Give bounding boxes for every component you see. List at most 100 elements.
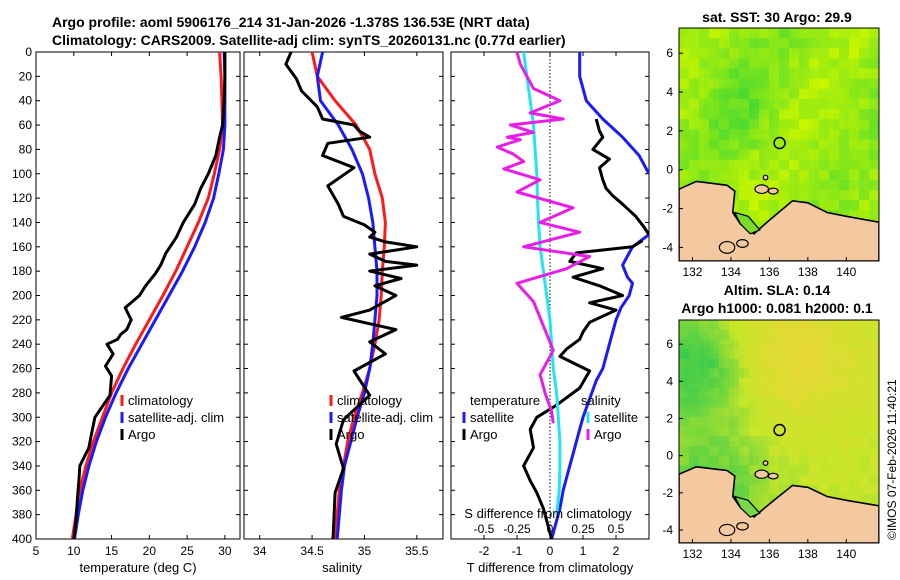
- map-cell: [839, 421, 845, 428]
- map-cell: [874, 397, 879, 404]
- map-cell: [749, 368, 755, 374]
- map-cell: [829, 416, 835, 423]
- map-cell: [824, 479, 830, 486]
- map-cell: [689, 441, 695, 447]
- map-cell: [844, 210, 850, 217]
- map-cell: [709, 363, 715, 370]
- map-cell: [864, 475, 870, 481]
- map-cell: [819, 416, 825, 423]
- map-cell: [729, 324, 735, 331]
- map-cell: [679, 48, 685, 54]
- map-cell: [749, 159, 755, 166]
- map-cell: [789, 349, 795, 355]
- map-cell: [854, 28, 860, 34]
- map-cell: [844, 134, 850, 141]
- imos-credit: ©IMOS 07-Feb-2026 11:40:21: [885, 379, 899, 540]
- map-cell: [794, 129, 800, 135]
- map-cell: [829, 426, 835, 433]
- map-cell: [794, 144, 800, 151]
- map-cell: [679, 344, 685, 350]
- map-cell: [724, 421, 730, 428]
- map-cell: [854, 93, 860, 100]
- map-cell: [824, 329, 830, 336]
- map-cell: [734, 392, 740, 399]
- map-cell: [784, 63, 790, 70]
- map-cell: [684, 450, 690, 457]
- map-cell: [779, 349, 785, 355]
- map-cell: [854, 324, 860, 331]
- map-cell: [734, 185, 740, 191]
- map-cell: [809, 324, 815, 331]
- map-cell: [754, 421, 760, 428]
- map-cell: [839, 149, 845, 156]
- map-cell: [709, 412, 715, 418]
- map-cell: [754, 98, 760, 105]
- map-cell: [869, 334, 875, 340]
- map-cell: [824, 436, 830, 442]
- map-cell: [679, 460, 685, 467]
- x-tick-label: 132: [682, 265, 702, 279]
- map-cell: [759, 169, 765, 176]
- map-cell: [784, 68, 790, 75]
- map-cell: [854, 344, 860, 350]
- map-cell: [704, 431, 710, 437]
- map-cell: [809, 43, 815, 49]
- map-cell: [874, 149, 879, 156]
- map-cell: [839, 124, 845, 130]
- map-cell: [704, 441, 710, 447]
- map-cell: [759, 489, 765, 496]
- map-cell: [834, 455, 840, 462]
- map-cell: [839, 407, 845, 413]
- map-cell: [759, 349, 765, 355]
- map-cell: [869, 195, 875, 201]
- map-cell: [809, 450, 815, 457]
- map-cell: [759, 329, 765, 336]
- map-cell: [829, 169, 835, 176]
- map-cell: [764, 353, 770, 360]
- map-cell: [704, 154, 710, 161]
- map-cell: [694, 103, 700, 110]
- map-cell: [804, 185, 810, 191]
- map-cell: [769, 407, 775, 413]
- map-cell: [694, 109, 700, 115]
- map-cell: [814, 114, 820, 120]
- map-cell: [754, 124, 760, 130]
- map-cell: [824, 149, 830, 156]
- map-cell: [779, 179, 785, 186]
- map-cell: [814, 412, 820, 418]
- map-cell: [844, 431, 850, 437]
- map-cell: [684, 134, 690, 141]
- map-cell: [799, 63, 805, 70]
- map-cell: [754, 68, 760, 75]
- map-cell: [734, 416, 740, 423]
- map-cell: [709, 78, 715, 85]
- map-cell: [864, 174, 870, 181]
- map-cell: [864, 412, 870, 418]
- map-cell: [839, 78, 845, 85]
- map-cell: [784, 349, 790, 355]
- map-cell: [809, 93, 815, 100]
- map-cell: [739, 416, 745, 423]
- map-cell: [854, 412, 860, 418]
- s-diff-tick-label: 0.25: [571, 522, 595, 536]
- map-cell: [829, 329, 835, 336]
- map-cell: [734, 373, 740, 379]
- map-cell: [764, 378, 770, 384]
- map-cell: [844, 73, 850, 80]
- map-cell: [719, 83, 725, 90]
- map-cell: [684, 363, 690, 370]
- map-cell: [799, 174, 805, 181]
- map-cell: [844, 475, 850, 481]
- map-cell: [859, 320, 865, 326]
- map-cell: [844, 159, 850, 166]
- map-cell: [814, 179, 820, 186]
- map-cell: [834, 139, 840, 146]
- map-cell: [769, 387, 775, 394]
- map-cell: [694, 58, 700, 65]
- map-cell: [859, 93, 865, 100]
- map-cell: [689, 397, 695, 404]
- map-cell: [694, 329, 700, 336]
- map-cell: [754, 103, 760, 110]
- map-cell: [814, 78, 820, 85]
